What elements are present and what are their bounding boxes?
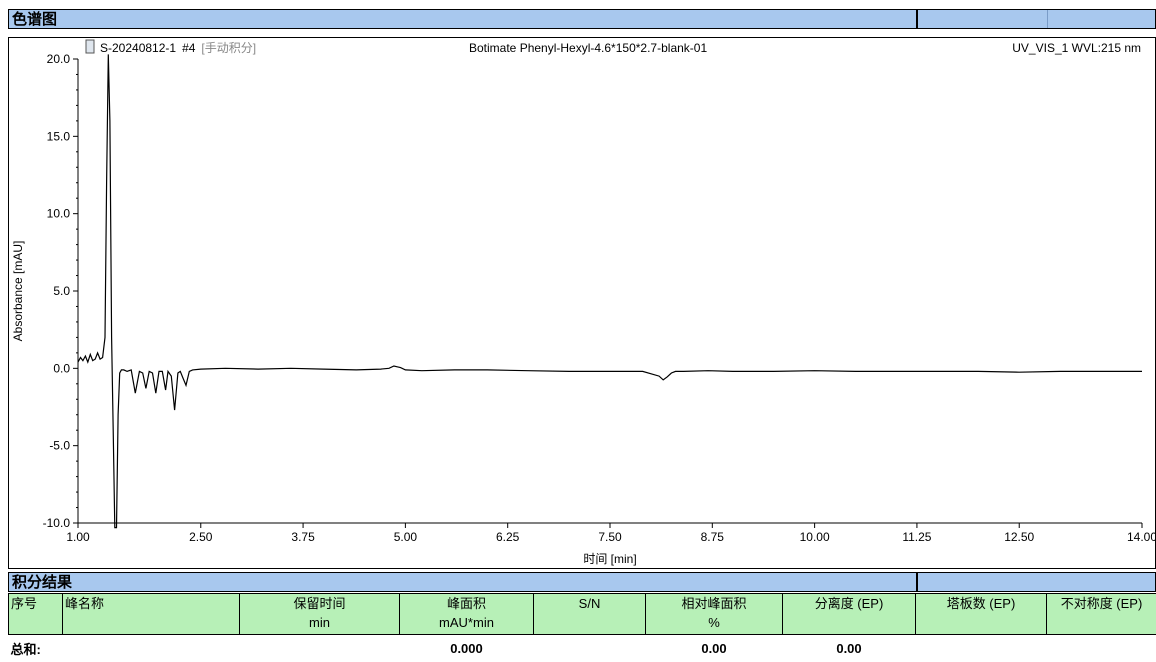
chart-header: S-20240812-1 #4 [手动积分] Botimate Phenyl-Hex… xyxy=(85,39,1141,55)
col-header-sn: S/N xyxy=(533,593,646,635)
col-header-resolution: 分离度 (EP) xyxy=(782,593,916,635)
x-tick-label: 14.00 xyxy=(1127,530,1155,544)
x-tick-label: 5.00 xyxy=(394,530,418,544)
integration-results-table: 序号 峰名称 保留时间 min 峰面积 mAU*min S/N 相对峰面积% 分离度… xyxy=(8,593,1156,661)
y-ticks: -10.0 -5.0 0.0 5.0 10.0 15.0 20.0 xyxy=(43,52,78,530)
x-tick-label: 6.25 xyxy=(496,530,520,544)
col-header-peak-area: 峰面积 mAU*min xyxy=(399,593,534,635)
total-retention-time xyxy=(240,635,400,662)
col-header-retention-time: 保留时间 min xyxy=(239,593,400,635)
y-axis-label: Absorbance [mAU] xyxy=(11,241,25,342)
section-bar-divider xyxy=(916,573,918,591)
total-peak-area: 0.000 xyxy=(450,640,483,656)
x-tick-label: 2.50 xyxy=(189,530,213,544)
x-tick-label: 11.25 xyxy=(902,530,931,544)
x-ticks: 1.00 2.50 3.75 5.00 6.25 7.50 8.75 10.00 11.25 12… xyxy=(66,523,1155,544)
x-axis-label: 时间 [min] xyxy=(583,552,636,566)
x-tick-label: 7.50 xyxy=(598,530,622,544)
section-bar-divider xyxy=(1047,10,1048,28)
x-tick-label: 10.00 xyxy=(800,530,830,544)
col-header-asymmetry: 不对称度 (EP) xyxy=(1046,593,1156,635)
total-label: 总和: xyxy=(10,641,41,657)
total-plates xyxy=(916,635,1047,662)
plot-area: -10.0 -5.0 0.0 5.0 10.0 15.0 20.0 1.00 2.50 3.75… xyxy=(43,52,1155,544)
chromatogram-chart: S-20240812-1 #4 [手动积分] Botimate Phenyl-Hex… xyxy=(11,39,1155,566)
total-resolution: 0.00 xyxy=(836,640,862,656)
col-header-plates: 塔板数 (EP) xyxy=(915,593,1047,635)
method-label: Botimate Phenyl-Hexyl-4.6*150*2.7-blank-… xyxy=(469,41,707,55)
integration-section-title: 积分结果 xyxy=(12,574,73,591)
y-tick-label: 15.0 xyxy=(47,129,71,143)
sample-label: S-20240812-1 #4 [手动积分] xyxy=(100,41,256,55)
chromatogram-trace xyxy=(77,54,1142,529)
total-sn xyxy=(534,635,646,662)
x-tick-label: 12.50 xyxy=(1004,530,1034,544)
y-tick-label: -5.0 xyxy=(49,439,70,453)
total-relative-area: 0.00 xyxy=(701,640,727,656)
col-header-index: 序号 xyxy=(8,593,63,635)
table-header-row: 序号 峰名称 保留时间 min 峰面积 mAU*min S/N 相对峰面积% 分离度… xyxy=(8,593,1156,635)
sample-icon xyxy=(85,39,95,54)
section-bar-divider xyxy=(916,10,918,28)
integration-section-bar: 积分结果 xyxy=(8,572,1156,592)
y-tick-label: 5.0 xyxy=(53,284,70,298)
x-tick-label: 1.00 xyxy=(66,530,90,544)
col-header-peak-name: 峰名称 xyxy=(62,593,240,635)
x-tick-label: 8.75 xyxy=(701,530,725,544)
total-asymmetry xyxy=(1047,635,1156,662)
y-tick-label: -10.0 xyxy=(43,516,71,530)
chromatogram-frame: S-20240812-1 #4 [手动积分] Botimate Phenyl-Hex… xyxy=(8,37,1156,569)
y-tick-label: 0.0 xyxy=(53,361,70,375)
col-header-relative-area: 相对峰面积% xyxy=(645,593,783,635)
chromatogram-section-bar: 色谱图 xyxy=(8,9,1156,29)
y-tick-label: 10.0 xyxy=(47,207,71,221)
channel-label: UV_VIS_1 WVL:215 nm xyxy=(1012,41,1141,55)
x-tick-label: 3.75 xyxy=(291,530,315,544)
chromatogram-section-title: 色谱图 xyxy=(12,11,58,28)
table-total-row: 总和: 0.000 0.00 0.00 xyxy=(9,635,1156,662)
y-tick-label: 20.0 xyxy=(47,52,71,66)
